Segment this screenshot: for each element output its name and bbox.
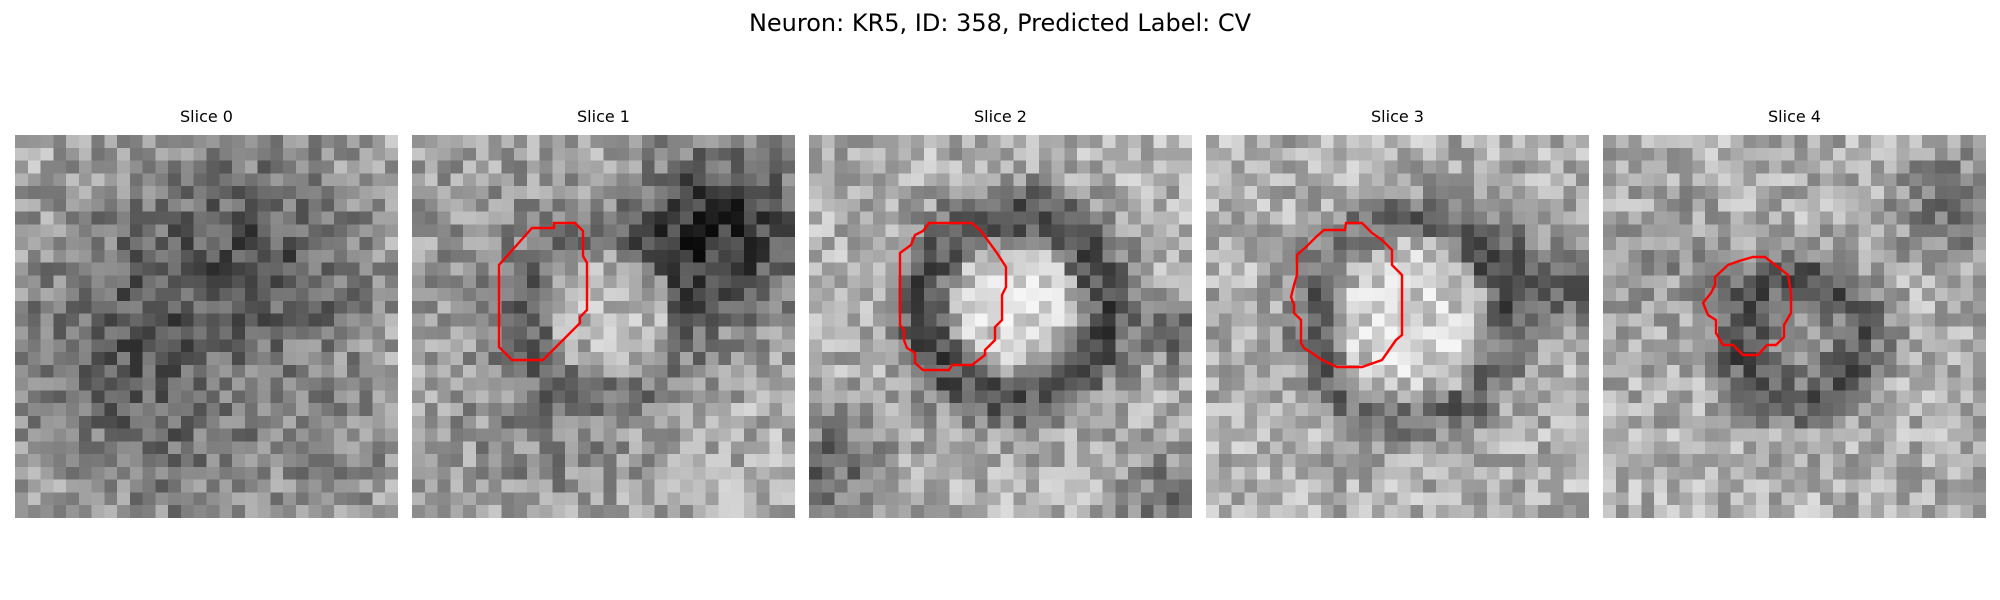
micrograph-pixels: [809, 135, 1192, 518]
figure-title: Neuron: KR5, ID: 358, Predicted Label: C…: [748, 9, 1252, 37]
micrograph-pixels: [412, 135, 795, 518]
vesicle-contour: [1701, 255, 1793, 357]
slice-panel-0: Slice 0: [15, 105, 398, 521]
slice-title-1: Slice 1: [577, 107, 630, 126]
slice-title-3: Slice 3: [1371, 107, 1424, 126]
vesicle-contour: [497, 221, 589, 362]
slice-panel-1: Slice 1: [412, 105, 795, 521]
slice-title-2: Slice 2: [974, 107, 1027, 126]
slice-image-2: [809, 135, 1192, 518]
slice-title-4: Slice 4: [1768, 107, 1821, 126]
slice-panel-4: Slice 4: [1603, 105, 1986, 521]
micrograph-pixels: [1206, 135, 1589, 518]
slice-image-1: [412, 135, 795, 518]
slice-title-0: Slice 0: [180, 107, 233, 126]
slice-panel-3: Slice 3: [1206, 105, 1589, 521]
vesicle-contour: [898, 221, 1008, 372]
micrograph-pixels: [1603, 135, 1986, 518]
micrograph-pixels: [15, 135, 398, 518]
vesicle-contour: [1289, 221, 1404, 369]
slice-panel-2: Slice 2: [809, 105, 1192, 521]
slice-image-4: [1603, 135, 1986, 518]
slice-image-3: [1206, 135, 1589, 518]
slice-image-0: [15, 135, 398, 518]
